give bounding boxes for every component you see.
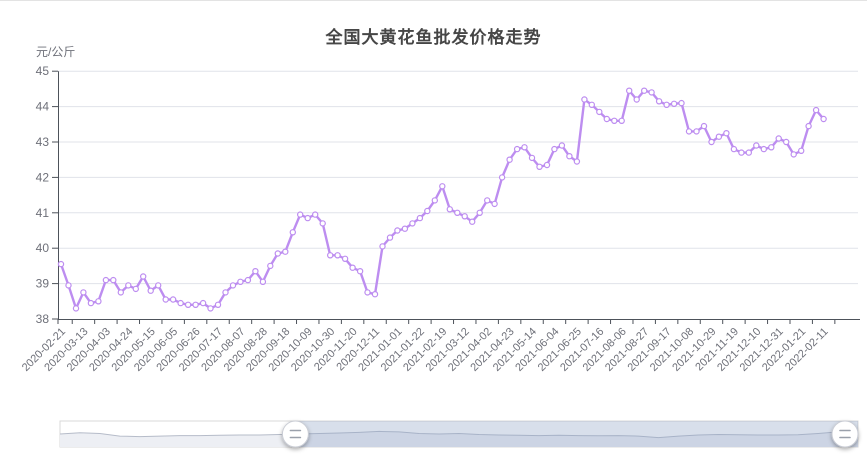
y-axis-ticks (52, 71, 58, 319)
price-line (61, 91, 824, 309)
y-axis-tick-label: 43 (36, 135, 50, 149)
y-axis-labels: 38 39 40 41 42 43 44 45 (36, 64, 50, 326)
y-axis-tick-label: 42 (36, 170, 50, 184)
price-trend-chart: 38 39 40 41 42 43 44 45 2020-02-212020-03-13202… (0, 1, 867, 463)
y-axis-tick-label: 40 (36, 241, 50, 255)
y-axis-tick-label: 45 (36, 64, 50, 78)
axis-lines (58, 71, 860, 319)
datazoom-window[interactable] (295, 421, 858, 447)
datazoom-slider[interactable] (60, 421, 858, 447)
x-axis-labels: 2020-02-212020-03-132020-04-032020-04-24… (20, 326, 831, 374)
data-point-markers (58, 88, 826, 311)
y-axis-tick-label: 41 (36, 206, 50, 220)
chart-card: 全国大黄花鱼批发价格走势 元/公斤 3839404142434445 2020-… (0, 0, 867, 463)
datazoom-right-handle[interactable] (832, 421, 858, 447)
y-axis-tick-label: 38 (36, 312, 50, 326)
datazoom-left-handle[interactable] (282, 421, 308, 447)
y-axis-tick-label: 39 (36, 277, 50, 291)
grid-lines (58, 71, 858, 283)
y-axis-tick-label: 44 (36, 100, 50, 114)
